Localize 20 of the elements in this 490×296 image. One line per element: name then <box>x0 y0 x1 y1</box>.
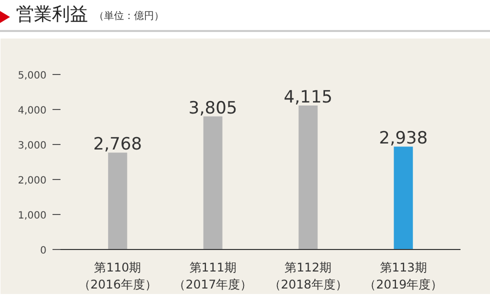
y-tick-label: 5,000 <box>18 70 47 82</box>
y-tick-label: 2,000 <box>18 176 47 186</box>
data-label: 2,768 <box>93 134 142 155</box>
chart-title: 営業利益 <box>16 3 88 27</box>
bar <box>298 105 318 250</box>
y-tick-label: 1,000 <box>18 210 47 222</box>
x-tick-label: 第111期（2017年度） <box>174 260 252 292</box>
x-tick-label: 第110期（2016年度） <box>78 260 157 292</box>
data-label: 2,938 <box>379 128 428 149</box>
data-label: 4,115 <box>284 87 332 108</box>
x-tick-label: 第113期（2019年度） <box>364 260 443 292</box>
y-tick-label: 4,000 <box>18 106 47 116</box>
bar <box>394 146 413 250</box>
data-label: 3,805 <box>188 98 238 118</box>
chart-subtitle: （単位：億円） <box>94 10 164 24</box>
x-tick-label: 第112期（2018年度） <box>268 260 348 292</box>
bar <box>108 152 128 250</box>
bar <box>203 116 222 250</box>
y-tick-label: 0 <box>40 246 47 256</box>
y-tick-label: 3,000 <box>18 140 47 152</box>
